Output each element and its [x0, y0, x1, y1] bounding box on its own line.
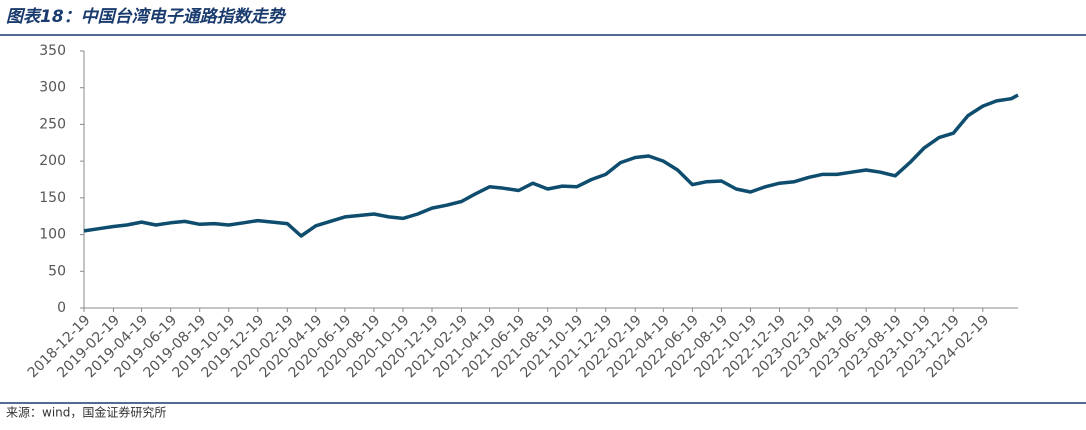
- y-tick-label: 350: [39, 43, 66, 59]
- y-tick-label: 150: [39, 190, 66, 206]
- source: 来源：wind，国金证券研究所: [6, 405, 166, 420]
- y-tick-label: 50: [48, 263, 66, 279]
- y-tick-label: 200: [39, 153, 66, 169]
- y-tick-label: 100: [39, 227, 66, 243]
- chart-title: 图表18：中国台湾电子通路指数走势: [6, 7, 287, 27]
- y-tick-label: 250: [39, 116, 66, 132]
- series-line: [83, 93, 1019, 238]
- y-tick-label: 0: [57, 300, 66, 316]
- y-tick-label: 300: [39, 80, 66, 96]
